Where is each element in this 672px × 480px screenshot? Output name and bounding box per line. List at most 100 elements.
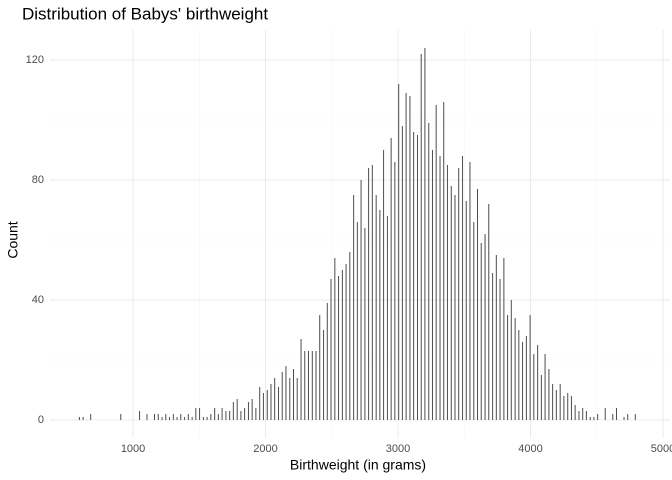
bar [202,417,204,420]
bar [319,315,321,420]
bar [510,300,512,420]
bar [139,411,141,420]
bar [285,366,287,420]
bar [604,408,606,420]
bar [345,264,347,420]
bar [416,135,418,420]
bar [435,105,437,420]
bar [210,414,212,420]
bar [191,417,193,420]
y-axis-label: Count [5,221,21,258]
bar [552,384,554,420]
x-tick-label: 5000 [651,443,672,455]
x-axis-label: Birthweight (in grams) [290,457,426,473]
bar [439,156,441,420]
bar [341,270,343,420]
bar [383,150,385,420]
bar [82,417,84,420]
bar [492,273,494,420]
bar [593,417,595,420]
bar [229,411,231,420]
bar [480,243,482,420]
bar [307,351,309,420]
bar [304,351,306,420]
bar [278,387,280,420]
bar [172,414,174,420]
bar [450,186,452,420]
bar [570,396,572,420]
bar [428,123,430,420]
bar [518,330,520,420]
bar [326,303,328,420]
bar [413,132,415,420]
bar [398,84,400,420]
bar [349,252,351,420]
bar [270,384,272,420]
bar [529,315,531,420]
bar [473,222,475,420]
bar [627,414,629,420]
y-tick-label: 80 [32,174,44,186]
bar [195,408,197,420]
bar [446,165,448,420]
bar [338,276,340,420]
bar [409,96,411,420]
bar [514,318,516,420]
bar [266,390,268,420]
bar [443,102,445,420]
bar [390,138,392,420]
bar [495,255,497,420]
bar [214,408,216,420]
bar [247,402,249,420]
bar [401,126,403,420]
bar [544,354,546,420]
bar [499,279,501,420]
bar [371,165,373,420]
bar [431,150,433,420]
bar [251,399,253,420]
bar [221,408,223,420]
bar [540,375,542,420]
bar [574,405,576,420]
y-tick-label: 40 [32,294,44,306]
bar [555,390,557,420]
bar [462,156,464,420]
bar [507,315,509,420]
bar [559,384,561,420]
bar [597,414,599,420]
bar [330,279,332,420]
bar [360,180,362,420]
bar [154,414,156,420]
bar [161,417,163,420]
bar [176,417,178,420]
bar [296,378,298,420]
bar [240,411,242,420]
bar [120,414,122,420]
bar [364,228,366,420]
bar [259,387,261,420]
bar [454,195,456,420]
bar [578,411,580,420]
bar [90,414,92,420]
bar [334,258,336,420]
x-tick-label: 1000 [121,443,145,455]
bar [281,372,283,420]
bar [311,351,313,420]
bar [563,396,565,420]
bar [323,330,325,420]
bar [537,345,539,420]
bar [405,93,407,420]
bar [315,351,317,420]
bar [424,48,426,420]
bar [244,408,246,420]
x-tick-label: 3000 [386,443,410,455]
bar [353,195,355,420]
bar [379,210,381,420]
bar [180,414,182,420]
bar [469,162,471,420]
bar [465,201,467,420]
bar [78,417,80,420]
bar [217,414,219,420]
y-tick-label: 0 [38,414,44,426]
bar [375,195,377,420]
